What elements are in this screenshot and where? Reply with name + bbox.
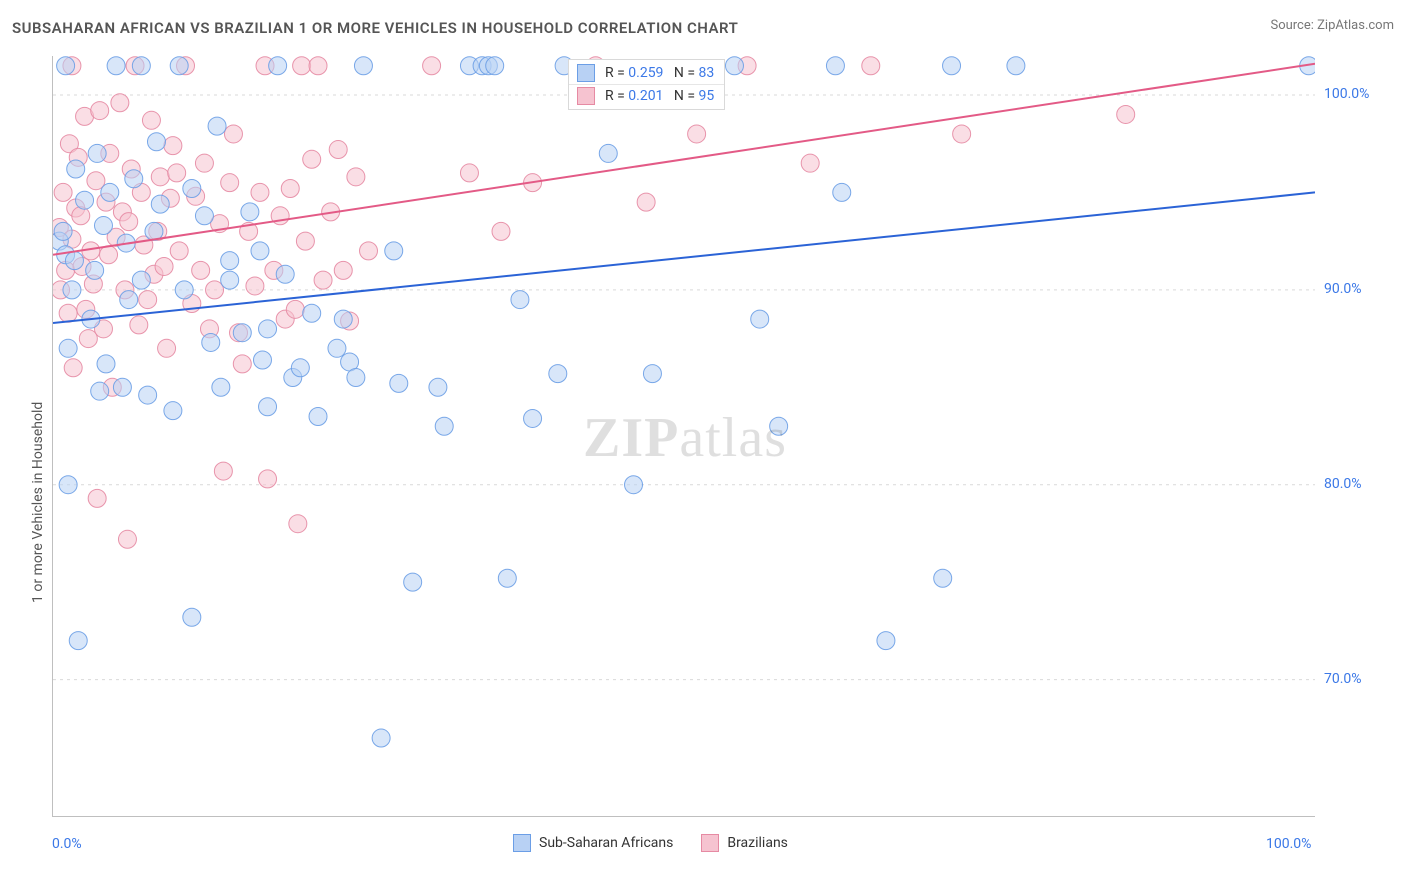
stats-row: R = 0.201 N = 95: [569, 85, 724, 107]
watermark: ZIPatlas: [583, 406, 787, 470]
legend-swatch: [513, 834, 531, 852]
y-tick-label: 100.0%: [1324, 86, 1369, 102]
legend-label: Brazilians: [727, 835, 788, 851]
stats-box: R = 0.259 N = 83 R = 0.201 N = 95: [568, 59, 725, 110]
legend-label: Sub-Saharan Africans: [539, 835, 673, 851]
stats-swatch: [577, 87, 595, 105]
y-tick-label: 80.0%: [1324, 476, 1362, 492]
stats-text: R = 0.201 N = 95: [605, 88, 714, 104]
y-axis-title: 1 or more Vehicles in Household: [30, 402, 46, 603]
y-tick-label: 70.0%: [1324, 671, 1362, 687]
stats-row: R = 0.259 N = 83: [569, 62, 724, 85]
source-label: Source: ZipAtlas.com: [1270, 18, 1394, 33]
legend-item: Sub-Saharan Africans: [513, 834, 673, 852]
y-tick-label: 90.0%: [1324, 281, 1362, 297]
stats-text: R = 0.259 N = 83: [605, 65, 714, 81]
x-tick-label: 100.0%: [1266, 836, 1311, 852]
stats-swatch: [577, 64, 595, 82]
x-tick-label: 0.0%: [52, 836, 82, 852]
legend-item: Brazilians: [701, 834, 788, 852]
legend: Sub-Saharan Africans Brazilians: [513, 834, 788, 852]
legend-swatch: [701, 834, 719, 852]
chart-title: SUBSAHARAN AFRICAN VS BRAZILIAN 1 OR MOR…: [12, 19, 738, 37]
plot-area: ZIPatlas: [52, 56, 1315, 817]
